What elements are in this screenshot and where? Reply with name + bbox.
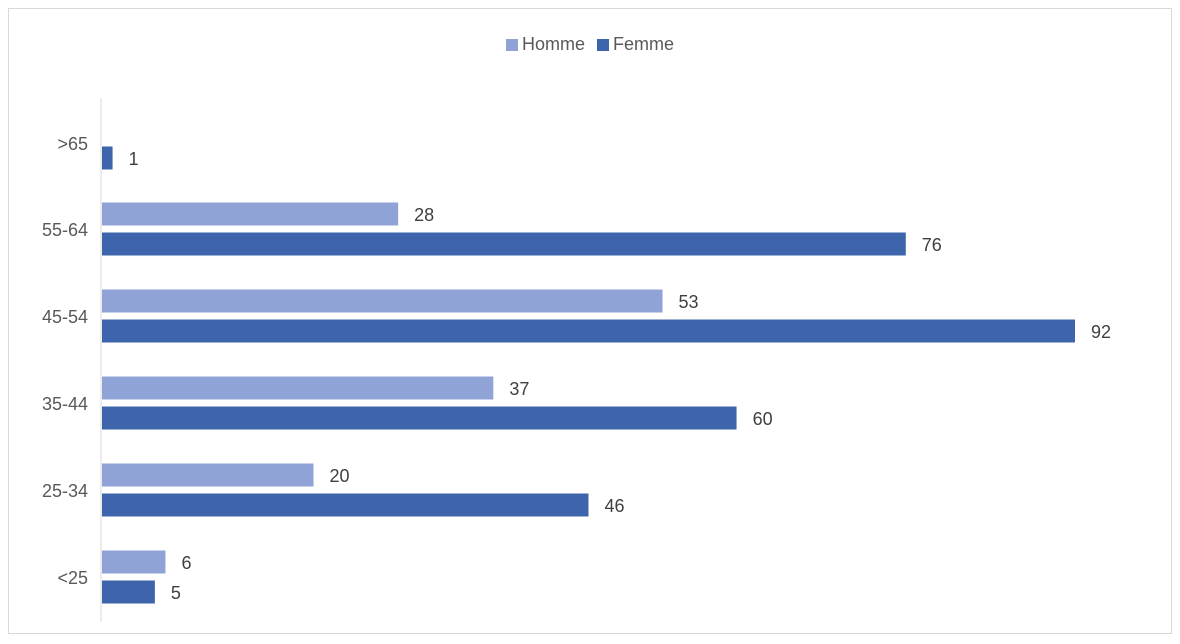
data-label-homme: 37 (509, 379, 529, 399)
data-label-homme: 20 (330, 466, 350, 486)
legend-swatch-femme (597, 38, 609, 51)
y-tick-label: 55-64 (42, 220, 88, 240)
bar-femme (102, 406, 737, 430)
legend-item-femme: Femme (597, 34, 674, 55)
bar-femme (102, 493, 589, 517)
y-tick-label: >65 (57, 134, 88, 154)
legend-swatch-homme (505, 38, 518, 51)
bar-homme (102, 376, 494, 400)
y-tick-label: 45-54 (42, 307, 88, 327)
bar-femme (102, 146, 113, 170)
data-label-homme: 53 (679, 292, 699, 312)
bar-femme (102, 580, 155, 604)
data-label-homme: 6 (181, 553, 191, 573)
bar-homme (102, 463, 314, 487)
bar-femme (102, 232, 906, 256)
legend-label-femme: Femme (613, 34, 675, 54)
data-label-femme: 46 (605, 496, 625, 516)
data-label-femme: 5 (171, 583, 181, 603)
y-tick-label: 35-44 (42, 394, 88, 414)
chart-legend: Homme Femme (0, 34, 1180, 55)
y-tick-label: <25 (57, 568, 88, 588)
data-label-femme: 1 (129, 149, 139, 169)
data-label-femme: 92 (1091, 322, 1111, 342)
data-label-femme: 76 (922, 235, 942, 255)
bar-homme (102, 289, 663, 313)
y-tick-label: 25-34 (42, 481, 88, 501)
legend-label-homme: Homme (521, 34, 585, 54)
bar-homme (102, 550, 166, 574)
data-label-femme: 60 (753, 409, 773, 429)
bar-homme (102, 202, 399, 226)
legend-item-homme: Homme (505, 34, 585, 55)
data-label-homme: 28 (414, 205, 434, 225)
bar-femme (102, 319, 1075, 343)
